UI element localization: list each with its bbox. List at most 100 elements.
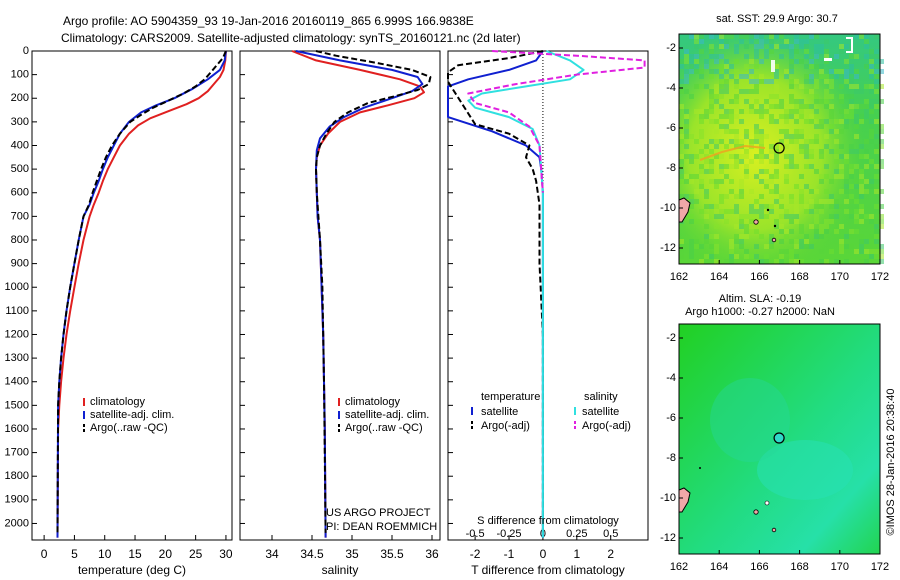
sst-pixel xyxy=(684,49,689,54)
sst-pixel xyxy=(709,109,714,114)
sst-pixel xyxy=(794,254,799,259)
sst-pixel xyxy=(879,249,884,254)
sst-pixel xyxy=(739,179,744,184)
sst-pixel xyxy=(834,159,839,164)
sst-pixel xyxy=(824,189,829,194)
sst-pixel xyxy=(724,89,729,94)
sst-pixel xyxy=(809,139,814,144)
sst-pixel xyxy=(794,219,799,224)
sst-pixel xyxy=(864,104,869,109)
sst-pixel xyxy=(844,44,849,49)
sst-map-lon-axis: 162 164 166 168 170 172 xyxy=(670,260,889,283)
sst-pixel xyxy=(819,249,824,254)
sst-pixel xyxy=(699,184,704,189)
sst-pixel xyxy=(864,189,869,194)
sst-pixel xyxy=(779,34,784,39)
sst-pixel xyxy=(809,79,814,84)
sst-pixel xyxy=(759,129,764,134)
sst-pixel xyxy=(829,149,834,154)
legend-label-t-argo: Argo(-adj) xyxy=(481,420,530,432)
x-tick-label: 0 xyxy=(41,547,48,561)
sst-pixel xyxy=(729,244,734,249)
sst-pixel xyxy=(814,54,819,59)
sst-pixel xyxy=(779,224,784,229)
sst-pixel xyxy=(699,74,704,79)
sst-pixel xyxy=(799,129,804,134)
sst-pixel xyxy=(769,209,774,214)
sst-pixel xyxy=(854,134,859,139)
x-tick-label: 36 xyxy=(425,547,439,561)
sst-pixel xyxy=(744,149,749,154)
sst-pixel xyxy=(724,259,729,264)
sst-pixel xyxy=(874,174,879,179)
sst-pixel xyxy=(789,154,794,159)
sst-pixel xyxy=(804,104,809,109)
sst-pixel xyxy=(749,254,754,259)
x-tick-label: -1 xyxy=(504,547,515,561)
sst-pixel xyxy=(724,109,729,114)
sst-pixel xyxy=(729,129,734,134)
depth-tick-label: 1200 xyxy=(5,328,29,340)
sst-pixel xyxy=(754,99,759,104)
sst-pixel xyxy=(774,99,779,104)
sst-pixel xyxy=(849,244,854,249)
sst-pixel xyxy=(809,114,814,119)
sst-pixel xyxy=(709,214,714,219)
sst-pixel xyxy=(849,209,854,214)
sst-pixel xyxy=(844,244,849,249)
sst-pixel xyxy=(689,239,694,244)
sst-pixel xyxy=(814,229,819,234)
sst-pixel xyxy=(794,139,799,144)
sst-pixel xyxy=(779,129,784,134)
sst-pixel xyxy=(759,194,764,199)
sst-pixel xyxy=(879,159,884,164)
sst-pixel xyxy=(704,64,709,69)
sst-pixel xyxy=(704,59,709,64)
sst-pixel xyxy=(719,154,724,159)
sst-pixel xyxy=(744,134,749,139)
sst-pixel xyxy=(869,119,874,124)
sst-pixel xyxy=(854,124,859,129)
sst-pixel xyxy=(729,199,734,204)
sst-pixel xyxy=(804,209,809,214)
sst-pixel xyxy=(679,154,684,159)
sst-pixel xyxy=(749,39,754,44)
sst-pixel xyxy=(684,179,689,184)
sla-anomaly-patch xyxy=(757,440,853,500)
sst-pixel xyxy=(869,134,874,139)
sst-pixel xyxy=(759,34,764,39)
sst-pixel xyxy=(854,34,859,39)
sst-pixel xyxy=(859,219,864,224)
land-island xyxy=(771,237,777,243)
salinity-plot-frame xyxy=(239,50,441,541)
sst-pixel xyxy=(734,154,739,159)
sst-pixel xyxy=(854,219,859,224)
x-tick-label: 15 xyxy=(128,547,142,561)
sst-pixel xyxy=(724,64,729,69)
sst-pixel xyxy=(809,189,814,194)
sst-pixel xyxy=(864,139,869,144)
sst-pixel xyxy=(744,154,749,159)
sst-pixel xyxy=(699,134,704,139)
sst-pixel xyxy=(704,84,709,89)
sst-pixel xyxy=(804,79,809,84)
sst-pixel xyxy=(774,104,779,109)
sst-pixel xyxy=(839,169,844,174)
sst-pixel xyxy=(729,179,734,184)
sst-pixel xyxy=(749,209,754,214)
sst-pixel xyxy=(759,44,764,49)
sst-pixel xyxy=(874,214,879,219)
sst-pixel xyxy=(789,164,794,169)
sst-pixel xyxy=(744,99,749,104)
s-difference-tick-labels: -0.5-0.2500.250.5 xyxy=(466,528,619,540)
sst-pixel xyxy=(804,144,809,149)
sst-pixel xyxy=(679,169,684,174)
sst-pixel xyxy=(734,104,739,109)
sst-pixel xyxy=(729,249,734,254)
sst-pixel xyxy=(834,229,839,234)
t-difference-axis-label: T difference from climatology xyxy=(471,563,625,577)
sst-pixel xyxy=(774,259,779,264)
sst-pixel xyxy=(849,229,854,234)
sst-pixel xyxy=(704,159,709,164)
sst-pixel xyxy=(779,214,784,219)
